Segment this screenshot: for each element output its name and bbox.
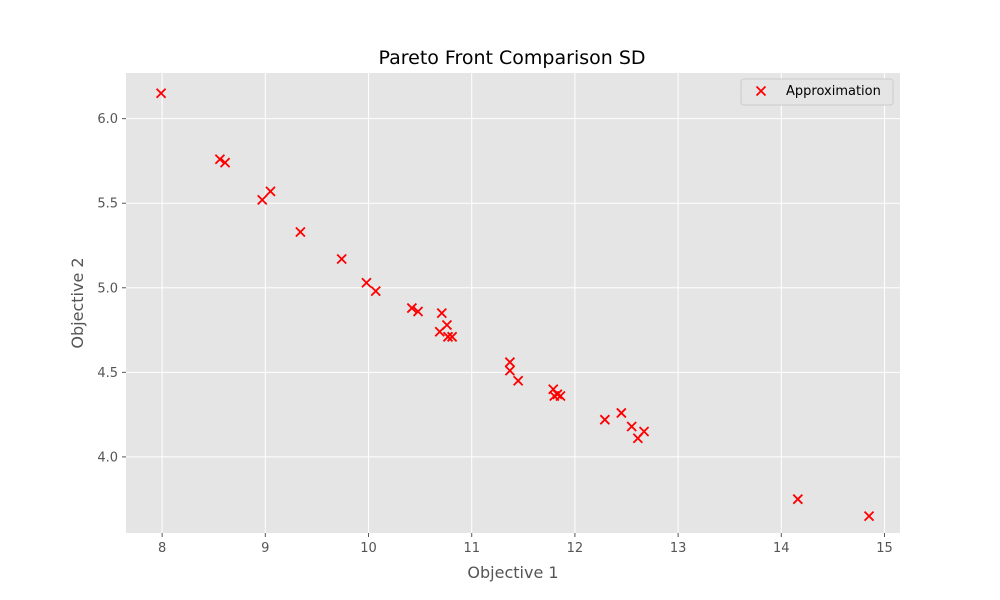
y-tick-label: 5.5 — [97, 197, 118, 212]
x-tick-label: 9 — [261, 541, 269, 556]
grid-lines — [126, 73, 900, 533]
data-point — [504, 365, 516, 376]
data-point — [446, 331, 458, 342]
y-tick-label: 5.0 — [97, 281, 118, 296]
data-point — [436, 308, 447, 319]
x-tick-label: 15 — [876, 541, 893, 556]
data-point — [555, 390, 566, 402]
data-point — [412, 306, 424, 317]
data-point — [792, 494, 803, 505]
data-point — [361, 277, 372, 288]
data-point — [257, 194, 268, 205]
data-point — [442, 331, 454, 342]
data-point — [219, 157, 231, 168]
x-tick-label: 8 — [158, 541, 166, 556]
data-point — [406, 302, 418, 314]
x-tick-label: 14 — [773, 541, 790, 556]
legend-box — [740, 78, 894, 106]
data-point — [504, 357, 516, 368]
data-point — [434, 326, 445, 337]
data-point — [863, 510, 875, 522]
data-point — [214, 154, 226, 165]
chart-title: Pareto Front Comparison SD — [378, 47, 645, 69]
legend-marker-x-icon — [755, 85, 767, 97]
data-points — [155, 88, 875, 522]
legend-label: Approximation — [786, 84, 881, 99]
legend: Approximation — [740, 78, 894, 106]
x-axis-label: Objective 1 — [467, 563, 558, 582]
data-point — [599, 414, 610, 425]
data-point — [265, 186, 276, 197]
x-tick-label: 12 — [567, 541, 584, 556]
data-point — [632, 433, 644, 444]
data-point — [513, 375, 524, 386]
data-point — [626, 421, 637, 432]
x-axis-ticks: 8 9 10 11 12 13 14 15 — [158, 533, 893, 556]
data-point — [370, 286, 381, 297]
x-tick-label: 11 — [463, 541, 480, 556]
data-point — [295, 226, 306, 238]
y-axis-ticks: 4.0 4.5 5.0 5.5 6.0 — [97, 112, 126, 465]
data-point — [336, 253, 347, 265]
y-tick-label: 4.0 — [97, 450, 118, 465]
data-point — [155, 88, 167, 99]
data-point — [616, 407, 627, 419]
y-tick-label: 4.5 — [97, 366, 118, 381]
y-axis-label: Objective 2 — [68, 257, 87, 348]
x-tick-label: 13 — [670, 541, 687, 556]
plot-area — [126, 73, 900, 533]
x-tick-label: 10 — [360, 541, 377, 556]
y-tick-label: 6.0 — [97, 112, 118, 127]
